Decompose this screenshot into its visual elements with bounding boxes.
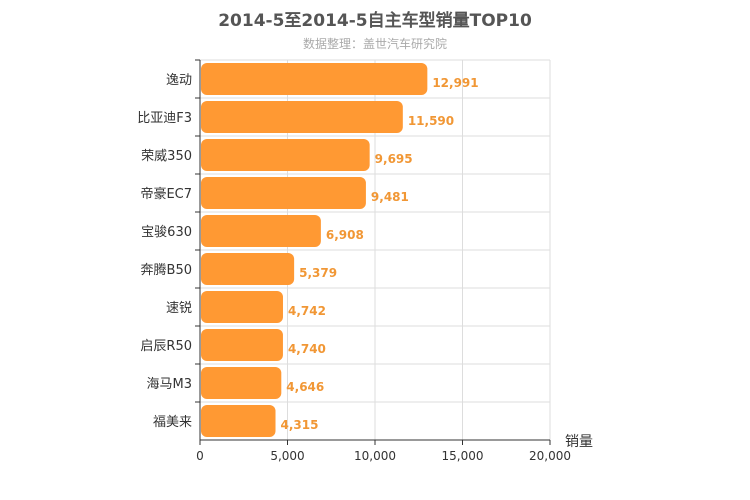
- data-label: 4,742: [288, 304, 326, 318]
- chart-subtitle: 数据整理：盖世汽车研究院: [302, 37, 447, 51]
- bar: [201, 101, 403, 133]
- grid-layer: [199, 59, 551, 441]
- category-label: 速锐: [166, 301, 192, 316]
- bar: [201, 63, 428, 95]
- data-label: 4,315: [281, 418, 319, 432]
- bar: [201, 215, 321, 247]
- data-label: 4,740: [288, 342, 326, 356]
- x-tick-label: 20,000: [529, 449, 571, 463]
- category-label: 福美来: [153, 415, 192, 430]
- data-label: 12,991: [432, 76, 478, 90]
- category-label: 帝豪EC7: [140, 186, 192, 202]
- bar: [201, 253, 295, 285]
- category-label: 宝骏630: [141, 225, 192, 240]
- category-label: 海马M3: [147, 377, 193, 392]
- x-axis-title: 销量: [565, 434, 593, 450]
- bar-layer: 12,991 11,590 9,695 9,481 6,908 5,379 4,742 4,7…: [201, 63, 479, 437]
- category-label: 奔腾B50: [141, 262, 192, 278]
- category-label: 荣威350: [141, 149, 192, 164]
- category-label: 比亚迪F3: [137, 111, 192, 126]
- data-label: 11,590: [408, 114, 454, 128]
- category-label: 逸动: [166, 73, 192, 88]
- x-tick-label: 5,000: [270, 449, 304, 463]
- data-label: 6,908: [326, 228, 364, 242]
- x-tick-label: 10,000: [354, 449, 396, 463]
- category-label: 启辰R50: [140, 339, 192, 354]
- bar: [201, 329, 283, 361]
- bar: [201, 405, 276, 437]
- x-tick-label: 15,000: [442, 449, 484, 463]
- data-label: 5,379: [299, 266, 337, 280]
- x-tick-label: 0: [196, 449, 204, 463]
- bar: [201, 177, 366, 209]
- bar: [201, 367, 282, 399]
- data-label: 4,646: [286, 380, 324, 394]
- chart-title: 2014-5至2014-5自主车型销量TOP10: [218, 11, 532, 31]
- bar: [201, 291, 283, 323]
- bar: [201, 139, 370, 171]
- data-label: 9,481: [371, 190, 409, 204]
- data-label: 9,695: [375, 152, 413, 166]
